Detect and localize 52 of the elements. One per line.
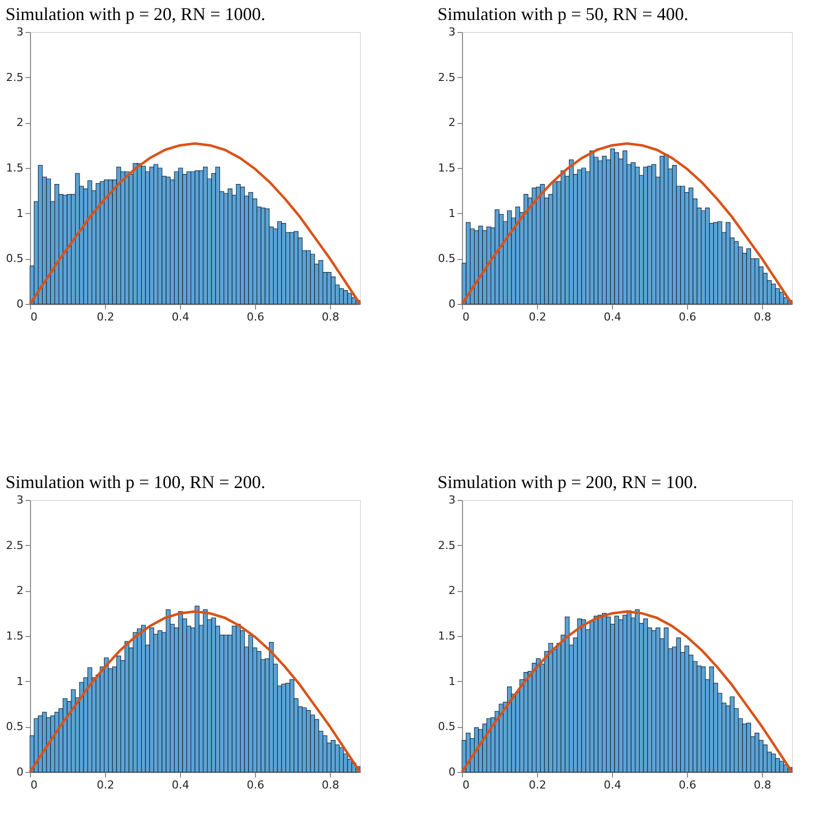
- x-tick-label: 0.6: [678, 778, 696, 792]
- y-tick-label: 0: [448, 766, 456, 778]
- y-tick-label: 0.5: [6, 720, 24, 734]
- y-tick-label: 0: [448, 298, 456, 310]
- y-tick-label: 1.5: [6, 630, 24, 642]
- x-tick-label: 0.8: [322, 778, 340, 792]
- y-tick-label: 3: [448, 26, 456, 38]
- y-tick-label: 2: [448, 584, 456, 598]
- y-tick-label: 3: [448, 494, 456, 506]
- x-tick-label: 0.8: [322, 310, 340, 324]
- x-tick-label: 0.2: [96, 310, 114, 324]
- y-tick-label: 1: [16, 206, 24, 220]
- y-tick-label: 1.5: [438, 162, 456, 174]
- y-tick-label: 2.5: [6, 70, 24, 84]
- y-tick-label: 1: [448, 206, 456, 220]
- x-tick-label: 0: [30, 778, 38, 792]
- x-tick-label: 0: [462, 310, 470, 324]
- x-tick-label: 0.8: [754, 778, 772, 792]
- x-tick-label: 0.4: [604, 778, 622, 792]
- y-tick-label: 1.5: [6, 162, 24, 174]
- y-tick-label: 2: [16, 116, 24, 130]
- chart-title: Simulation with p = 100, RN = 200.: [6, 472, 266, 492]
- y-tick-label: 2: [16, 584, 24, 598]
- x-tick-label: 0.2: [96, 778, 114, 792]
- chart-title: Simulation with p = 50, RN = 400.: [438, 4, 688, 24]
- y-tick-label: 3: [16, 494, 24, 506]
- y-tick-label: 0.5: [438, 252, 456, 266]
- x-tick-label: 0.2: [528, 310, 546, 324]
- x-tick-label: 0.6: [678, 310, 696, 324]
- y-tick-label: 2: [448, 116, 456, 130]
- y-tick-label: 0: [16, 298, 24, 310]
- y-tick-label: 1: [448, 674, 456, 688]
- y-tick-label: 1: [16, 674, 24, 688]
- y-tick-label: 2.5: [6, 538, 24, 552]
- x-tick-label: 0: [462, 778, 470, 792]
- x-tick-label: 0.4: [604, 310, 622, 324]
- y-tick-label: 3: [16, 26, 24, 38]
- y-tick-label: 0.5: [438, 720, 456, 734]
- x-tick-label: 0.4: [172, 310, 190, 324]
- chart-title: Simulation with p = 20, RN = 1000.: [6, 4, 266, 24]
- chart-title: Simulation with p = 200, RN = 100.: [438, 472, 698, 492]
- x-tick-label: 0.8: [754, 310, 772, 324]
- y-tick-label: 2.5: [438, 538, 456, 552]
- y-tick-label: 0.5: [6, 252, 24, 266]
- x-tick-label: 0.6: [246, 778, 264, 792]
- x-tick-label: 0.6: [246, 310, 264, 324]
- x-tick-label: 0: [30, 310, 38, 324]
- y-tick-label: 2.5: [438, 70, 456, 84]
- x-tick-label: 0.4: [172, 778, 190, 792]
- x-tick-label: 0.2: [528, 778, 546, 792]
- y-tick-label: 0: [16, 766, 24, 778]
- y-tick-label: 1.5: [438, 630, 456, 642]
